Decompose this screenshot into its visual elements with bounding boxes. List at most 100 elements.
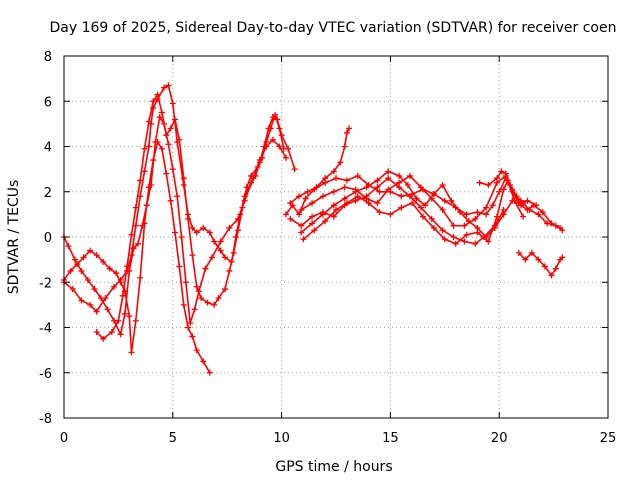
data-point <box>276 143 283 150</box>
data-point <box>161 120 168 127</box>
data-point <box>491 222 498 229</box>
data-point <box>559 254 566 261</box>
data-point <box>65 243 72 250</box>
data-point <box>78 267 85 274</box>
data-point <box>87 301 94 308</box>
data-point <box>533 202 540 209</box>
data-point <box>461 238 468 245</box>
data-point <box>422 202 429 209</box>
data-point <box>420 186 427 193</box>
data-point <box>137 274 144 281</box>
data-point <box>522 256 529 263</box>
data-point <box>141 145 148 152</box>
data-point <box>472 240 479 247</box>
x-tick-label: 25 <box>600 431 617 446</box>
data-point <box>296 211 303 218</box>
data-point <box>548 272 555 279</box>
data-point <box>398 193 405 200</box>
data-point <box>139 222 146 229</box>
data-point <box>496 188 503 195</box>
data-point <box>128 231 135 238</box>
data-point <box>365 200 372 207</box>
data-point <box>117 279 124 286</box>
data-point <box>309 213 316 220</box>
data-point <box>524 197 531 204</box>
data-point <box>269 136 276 143</box>
data-point <box>300 236 307 243</box>
data-point <box>119 292 126 299</box>
data-point <box>241 197 248 204</box>
series-track-3 <box>61 138 213 376</box>
y-tick-label: -2 <box>39 276 52 291</box>
data-point <box>143 202 150 209</box>
data-point <box>67 267 74 274</box>
x-tick-label: 0 <box>60 431 68 446</box>
series-track-1 <box>61 82 298 315</box>
data-point <box>387 188 394 195</box>
data-point <box>485 238 492 245</box>
data-point <box>150 98 157 105</box>
data-point <box>498 168 505 175</box>
data-point <box>217 238 224 245</box>
series-line <box>63 84 296 313</box>
data-point <box>132 317 139 324</box>
data-point <box>289 202 296 209</box>
series-track-2 <box>93 91 287 342</box>
data-point <box>500 206 507 213</box>
x-tick-label: 15 <box>382 431 399 446</box>
data-point <box>130 245 137 252</box>
data-point <box>376 209 383 216</box>
data-point <box>298 229 305 236</box>
data-point <box>461 222 468 229</box>
data-point <box>217 247 224 254</box>
chart-title: Day 169 of 2025, Sidereal Day-to-day VTE… <box>50 20 617 36</box>
data-point <box>474 229 481 236</box>
series-track-5 <box>287 125 353 207</box>
data-point <box>463 231 470 238</box>
data-point <box>287 215 294 222</box>
data-point <box>439 227 446 234</box>
data-point <box>195 288 202 295</box>
data-point <box>104 306 111 313</box>
series-track-11 <box>476 168 527 207</box>
data-point <box>211 301 218 308</box>
data-point <box>406 193 413 200</box>
data-point <box>430 191 437 198</box>
data-point <box>374 200 381 207</box>
data-point <box>171 229 178 236</box>
data-point <box>282 154 289 161</box>
data-point <box>385 175 392 182</box>
data-point <box>398 204 405 211</box>
data-point <box>69 286 76 293</box>
data-point <box>528 249 535 256</box>
data-point <box>106 265 113 272</box>
data-point <box>463 211 470 218</box>
data-point <box>198 295 205 302</box>
data-point <box>222 286 229 293</box>
data-point <box>178 234 185 240</box>
data-point <box>169 166 176 173</box>
series-track-8 <box>300 177 527 247</box>
data-point <box>541 263 548 270</box>
data-point <box>363 193 370 200</box>
data-point <box>276 125 283 132</box>
data-point <box>552 265 559 272</box>
data-point <box>126 267 133 274</box>
data-point <box>93 308 100 315</box>
data-point <box>476 179 483 186</box>
data-point <box>215 295 222 302</box>
data-point <box>480 234 487 240</box>
data-point <box>404 181 411 188</box>
series-line <box>63 141 211 374</box>
data-point <box>163 170 170 177</box>
data-point <box>113 270 120 277</box>
data-point <box>141 168 148 175</box>
data-point <box>200 358 207 365</box>
axes: -8 -6 -4 -2 0 2 4 6 8 0 5 10 15 20 25 <box>39 50 616 446</box>
data-point <box>483 211 490 218</box>
series-line <box>285 175 537 216</box>
data-point <box>330 188 337 195</box>
data-point <box>154 91 161 98</box>
data-point <box>439 181 446 188</box>
data-point <box>100 258 107 265</box>
